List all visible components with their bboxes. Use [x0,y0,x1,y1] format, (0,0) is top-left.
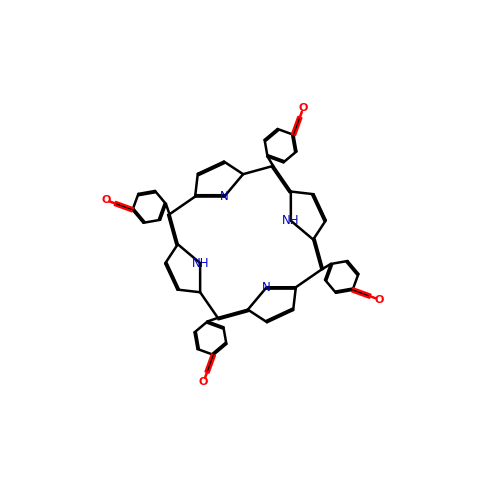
Text: N: N [220,190,228,203]
Text: O: O [298,103,308,113]
Text: N: N [262,281,271,294]
Text: O: O [101,195,111,205]
Text: NH: NH [192,257,209,270]
Text: O: O [199,376,208,387]
Text: O: O [375,295,384,305]
Text: NH: NH [282,214,299,227]
